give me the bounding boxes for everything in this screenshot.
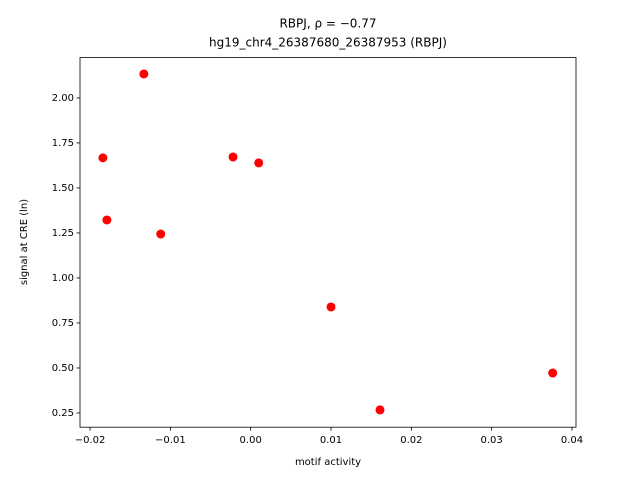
- plot-frame: [79, 57, 577, 428]
- x-axis-label: motif activity: [295, 457, 361, 468]
- scatter-point: [228, 152, 238, 162]
- x-tick-label: 0.02: [400, 435, 422, 446]
- x-tick-label: 0.03: [481, 435, 503, 446]
- chart-subtitle: hg19_chr4_26387680_26387953 (RBPJ): [209, 36, 447, 50]
- x-tick-label: 0.00: [240, 435, 262, 446]
- scatter-point: [156, 229, 166, 239]
- scatter-point: [139, 69, 149, 79]
- x-tick-label: −0.02: [75, 435, 106, 446]
- chart-title: RBPJ, ρ = −0.77: [279, 17, 376, 31]
- scatter-point: [102, 215, 112, 225]
- y-tick-label: 1.00: [52, 273, 74, 284]
- y-tick-label: 1.25: [52, 228, 74, 239]
- x-tick-label: 0.04: [561, 435, 583, 446]
- y-tick-label: 1.75: [52, 138, 74, 149]
- scatter-point: [254, 158, 264, 168]
- y-tick-label: 1.50: [52, 183, 74, 194]
- y-tick-label: 0.25: [52, 408, 74, 419]
- scatter-point: [326, 302, 336, 312]
- x-tick-label: 0.01: [320, 435, 342, 446]
- scatter-point: [98, 153, 108, 163]
- y-axis-label: signal at CRE (ln): [19, 199, 30, 285]
- y-tick-label: 0.75: [52, 318, 74, 329]
- y-tick-label: 2.00: [52, 93, 74, 104]
- y-tick-label: 0.50: [52, 363, 74, 374]
- scatter-point: [375, 405, 385, 415]
- scatter-point: [548, 368, 558, 378]
- x-tick-label: −0.01: [155, 435, 186, 446]
